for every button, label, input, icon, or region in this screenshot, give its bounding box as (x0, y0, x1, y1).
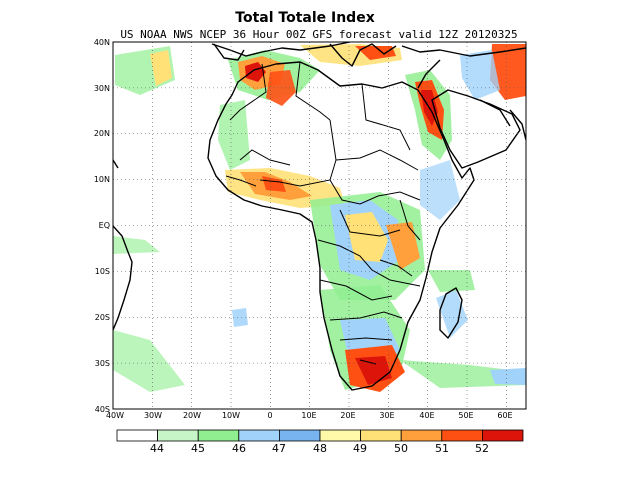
shade-med-red (355, 46, 396, 60)
coastlines (113, 42, 526, 391)
colorbar-label: 48 (313, 442, 327, 455)
lon-labels: 40W 30W 20W 10W 0 10E 20E 30E 40E 50E 60… (106, 411, 513, 420)
shade-sahel-red (262, 176, 286, 192)
colorbar-swatch (319, 429, 361, 442)
shade-atlantic-nw-core (150, 50, 172, 86)
lon-label: 0 (267, 411, 272, 420)
colorbar-label: 46 (232, 442, 246, 455)
shade-horn (420, 160, 460, 220)
colorbar-label: 49 (353, 442, 367, 455)
lat-label: 40N (94, 38, 110, 47)
colorbar-swatch (197, 429, 240, 442)
lon-label: 50E (458, 411, 473, 420)
country-borders (225, 61, 421, 365)
colorbar-swatch (360, 429, 402, 442)
red-sea-east (417, 59, 441, 89)
colorbar-label: 51 (435, 442, 449, 455)
figure-title: Total Totale Index (235, 10, 374, 26)
colorbar-label: 44 (150, 442, 164, 455)
colorbar (116, 429, 524, 442)
lat-label: EQ (99, 221, 110, 230)
colorbar-label: 50 (394, 442, 408, 455)
lon-label: 10E (301, 411, 316, 420)
shade-atlantic-spot (232, 308, 248, 327)
middle-east (401, 45, 526, 57)
colorbar-label: 52 (475, 442, 489, 455)
south-america-east (113, 225, 133, 331)
lon-label: 60E (497, 411, 512, 420)
lat-label: 40S (95, 405, 110, 414)
lat-label: 30S (95, 359, 110, 368)
shade-south-ocean-blue (490, 368, 526, 385)
shade-ne-blue (460, 50, 500, 100)
lon-label: 40E (419, 411, 434, 420)
shade-atlantic-sw (113, 330, 185, 392)
europe-coastline (211, 42, 351, 57)
lon-label: 30W (144, 411, 162, 420)
lat-labels: 40N 30N 20N 10N EQ 10S 20S 30S 40S (94, 38, 110, 414)
lat-label: 20N (94, 129, 110, 138)
lon-label: 20W (183, 411, 201, 420)
lon-label: 40W (106, 411, 124, 420)
lat-label: 10N (94, 175, 110, 184)
shaded-fields (113, 44, 526, 392)
arabia-coastline (431, 89, 521, 169)
colorbar-swatch (481, 429, 524, 442)
colorbar-label: 47 (272, 442, 286, 455)
persian-gulf (479, 99, 511, 127)
colorbar-label: 45 (191, 442, 205, 455)
shade-nw-africa-hot (245, 62, 266, 82)
lon-label: 10W (222, 411, 240, 420)
africa-coastline (207, 61, 475, 391)
map-frame (112, 41, 527, 410)
lat-label: 10S (95, 267, 110, 276)
colorbar-swatch (157, 429, 199, 442)
colorbar-labels: 44 45 46 47 48 49 50 51 52 (150, 442, 489, 455)
italy-greece (329, 43, 397, 67)
map-panel: 40N 30N 20N 10N EQ 10S 20S 30S 40S 40W 3… (94, 38, 527, 420)
figure-subtitle: US NOAA NWS NCEP 36 Hour 00Z GFS forecas… (120, 28, 517, 41)
colorbar-swatch (441, 429, 483, 442)
shade-indian-east (428, 270, 475, 292)
colorbar-swatch (116, 429, 158, 442)
colorbar-swatch (238, 429, 280, 442)
shade-madagascar (436, 290, 468, 338)
cape-verde-coast (113, 159, 119, 169)
lat-label: 30N (94, 84, 110, 93)
shade-atlantic-eq (113, 236, 160, 254)
lon-label: 20E (340, 411, 355, 420)
madagascar-coastline (439, 287, 463, 339)
shade-east-africa (386, 222, 420, 270)
colorbar-swatch (278, 429, 321, 442)
shade-central-core (345, 212, 388, 262)
lat-label: 20S (95, 313, 110, 322)
india-west (509, 109, 526, 141)
shade-atlantic-west (218, 100, 250, 170)
lon-label: 30E (379, 411, 394, 420)
colorbar-swatch (400, 429, 443, 442)
